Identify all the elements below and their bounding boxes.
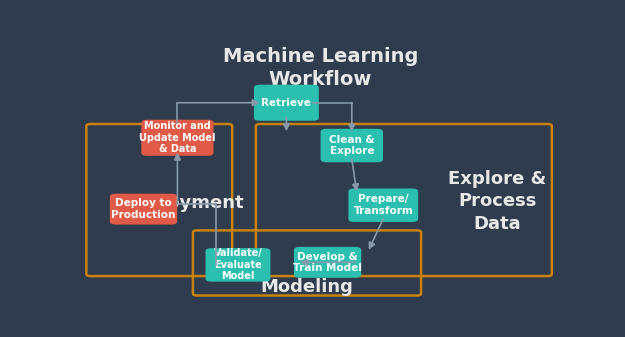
FancyBboxPatch shape	[110, 194, 177, 224]
Text: Develop &
Train Model: Develop & Train Model	[293, 251, 362, 273]
FancyBboxPatch shape	[348, 188, 418, 222]
Text: Modeling: Modeling	[261, 278, 353, 297]
Text: Prepare/
Transform: Prepare/ Transform	[353, 194, 413, 216]
FancyBboxPatch shape	[254, 85, 319, 121]
FancyBboxPatch shape	[206, 248, 271, 282]
Text: Monitor and
Update Model
& Data: Monitor and Update Model & Data	[139, 121, 216, 154]
Text: Deploy to
Production: Deploy to Production	[111, 198, 176, 220]
Text: Explore &
Process
Data: Explore & Process Data	[448, 170, 546, 233]
FancyBboxPatch shape	[321, 129, 383, 162]
Text: Deployment: Deployment	[122, 194, 244, 212]
Text: Clean &
Explore: Clean & Explore	[329, 135, 374, 156]
Text: Validate/
Evaluate
Model: Validate/ Evaluate Model	[214, 248, 262, 281]
FancyBboxPatch shape	[141, 120, 214, 156]
Text: Machine Learning
Workflow: Machine Learning Workflow	[222, 47, 418, 89]
FancyBboxPatch shape	[294, 247, 361, 278]
Text: Retrieve: Retrieve	[261, 98, 311, 108]
